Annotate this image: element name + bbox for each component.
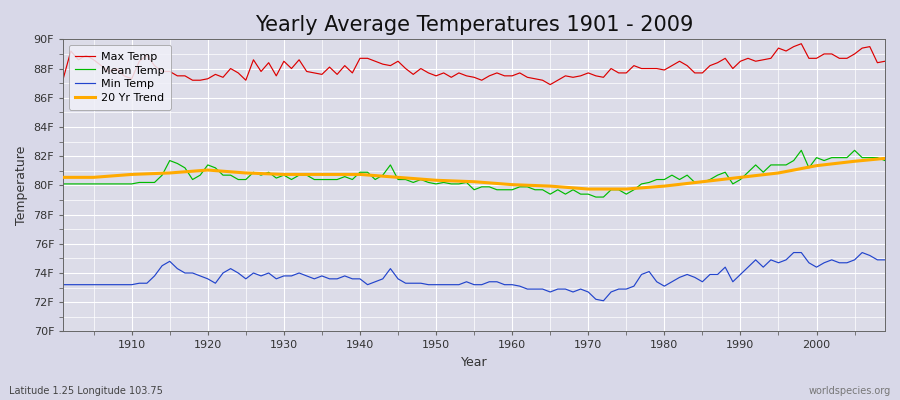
Mean Temp [507, 187, 517, 192]
Max Temp [286, 66, 297, 71]
Max Temp [796, 41, 806, 46]
Line: Min Temp: Min Temp [63, 252, 885, 301]
Min Temp [788, 250, 799, 255]
20 Yr Trend [392, 175, 403, 180]
Y-axis label: Temperature: Temperature [15, 146, 28, 225]
Mean Temp [606, 187, 616, 192]
Max Temp [58, 76, 68, 81]
20 Yr Trend [621, 187, 632, 192]
Max Temp [119, 74, 130, 78]
20 Yr Trend [88, 175, 99, 180]
Mean Temp [590, 195, 601, 200]
20 Yr Trend [659, 184, 670, 188]
Min Temp [507, 282, 517, 287]
Line: 20 Yr Trend: 20 Yr Trend [63, 158, 885, 189]
Max Temp [507, 74, 517, 78]
20 Yr Trend [879, 156, 890, 161]
20 Yr Trend [811, 163, 822, 168]
Line: Max Temp: Max Temp [63, 44, 885, 85]
Min Temp [598, 298, 609, 303]
Min Temp [606, 290, 616, 294]
Max Temp [332, 72, 343, 77]
Mean Temp [879, 158, 890, 163]
Min Temp [332, 276, 343, 281]
Mean Temp [796, 148, 806, 153]
Min Temp [879, 258, 890, 262]
Title: Yearly Average Temperatures 1901 - 2009: Yearly Average Temperatures 1901 - 2009 [255, 15, 693, 35]
Mean Temp [58, 182, 68, 186]
20 Yr Trend [240, 170, 251, 175]
Min Temp [58, 282, 68, 287]
X-axis label: Year: Year [461, 356, 488, 369]
20 Yr Trend [773, 170, 784, 175]
20 Yr Trend [202, 168, 213, 172]
20 Yr Trend [583, 187, 594, 192]
20 Yr Trend [507, 182, 517, 187]
20 Yr Trend [165, 170, 176, 175]
20 Yr Trend [735, 175, 746, 180]
Mean Temp [286, 177, 297, 182]
20 Yr Trend [58, 175, 68, 180]
20 Yr Trend [126, 172, 137, 177]
Max Temp [500, 74, 510, 78]
Mean Temp [500, 187, 510, 192]
20 Yr Trend [544, 184, 555, 188]
20 Yr Trend [697, 179, 707, 184]
20 Yr Trend [317, 172, 328, 177]
Text: Latitude 1.25 Longitude 103.75: Latitude 1.25 Longitude 103.75 [9, 386, 163, 396]
20 Yr Trend [355, 172, 365, 177]
Max Temp [879, 59, 890, 64]
20 Yr Trend [469, 179, 480, 184]
20 Yr Trend [850, 159, 860, 164]
Min Temp [119, 282, 130, 287]
Legend: Max Temp, Mean Temp, Min Temp, 20 Yr Trend: Max Temp, Mean Temp, Min Temp, 20 Yr Tre… [68, 45, 171, 110]
Min Temp [286, 274, 297, 278]
20 Yr Trend [431, 178, 442, 183]
Min Temp [500, 282, 510, 287]
Max Temp [606, 66, 616, 71]
Max Temp [544, 82, 555, 87]
Line: Mean Temp: Mean Temp [63, 150, 885, 197]
Mean Temp [332, 177, 343, 182]
20 Yr Trend [278, 172, 289, 177]
Text: worldspecies.org: worldspecies.org [809, 386, 891, 396]
Mean Temp [119, 182, 130, 186]
